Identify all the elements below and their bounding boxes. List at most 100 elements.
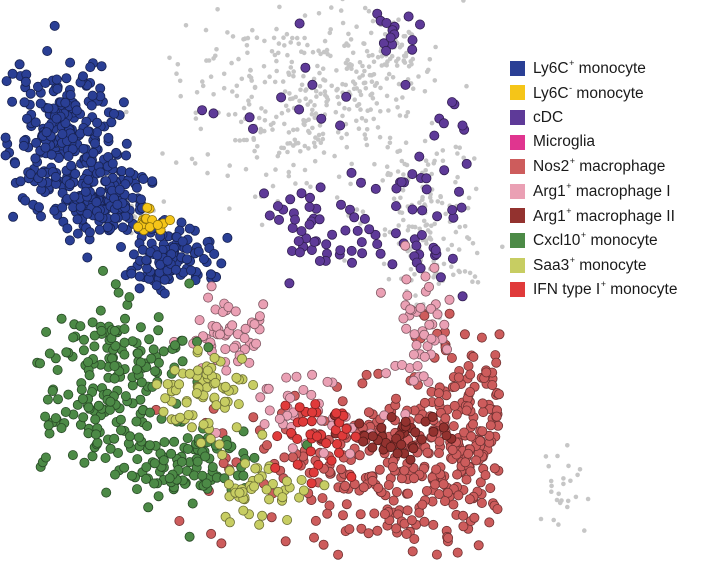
background-point: [549, 489, 554, 495]
data-point: [381, 17, 392, 28]
background-point: [285, 149, 290, 155]
data-point: [272, 431, 283, 442]
data-point: [31, 137, 42, 148]
background-point: [328, 53, 333, 59]
data-point: [72, 228, 83, 239]
data-point: [379, 509, 390, 520]
background-point: [395, 169, 401, 174]
data-point: [374, 464, 385, 475]
background-point: [263, 109, 268, 114]
data-point: [207, 462, 218, 473]
background-point: [403, 140, 409, 145]
background-point: [344, 66, 350, 71]
data-point: [57, 202, 68, 213]
background-point: [225, 173, 230, 179]
background-point: [362, 132, 368, 137]
data-point: [25, 88, 36, 99]
data-point: [446, 97, 457, 108]
data-point: [489, 463, 500, 474]
data-point: [388, 495, 399, 506]
data-point: [51, 113, 62, 124]
background-point: [394, 59, 399, 64]
data-point: [98, 265, 109, 276]
background-point: [449, 242, 455, 248]
data-point: [440, 413, 451, 424]
data-point: [322, 508, 333, 519]
background-point: [227, 206, 232, 211]
background-point: [208, 74, 214, 79]
data-point: [87, 90, 98, 101]
data-point: [386, 412, 397, 423]
data-point: [396, 177, 407, 188]
data-point: [281, 372, 292, 383]
background-point: [350, 50, 356, 56]
background-point: [425, 162, 431, 167]
data-point: [183, 409, 194, 420]
data-point: [359, 213, 370, 224]
data-point: [401, 529, 412, 540]
data-point: [326, 455, 337, 466]
background-point: [432, 221, 438, 227]
background-point: [221, 71, 227, 77]
data-point: [296, 188, 307, 199]
background-point: [401, 59, 407, 64]
data-point: [294, 18, 305, 29]
legend-item: Saa3+ monocyte: [510, 253, 718, 278]
background-point: [360, 209, 366, 214]
data-point: [322, 376, 333, 387]
background-point: [340, 20, 346, 26]
background-point: [386, 71, 392, 77]
data-point: [304, 192, 315, 203]
data-point: [214, 329, 225, 340]
data-point: [331, 408, 342, 419]
legend-swatch: [510, 208, 525, 224]
background-point: [473, 186, 479, 192]
data-point: [392, 448, 403, 459]
background-point: [455, 174, 460, 180]
data-point: [87, 451, 98, 462]
background-point: [296, 41, 302, 47]
data-point: [205, 269, 216, 280]
data-point: [47, 385, 58, 396]
data-point: [304, 219, 315, 230]
legend-item: Arg1+ macrophage I: [510, 179, 718, 204]
background-point: [329, 83, 335, 89]
data-point: [174, 379, 185, 390]
data-point: [217, 449, 228, 460]
background-point: [276, 50, 281, 56]
data-point: [367, 431, 378, 442]
data-point: [181, 397, 192, 408]
background-point: [436, 281, 442, 287]
background-point: [443, 211, 449, 217]
background-point: [314, 94, 319, 99]
data-point: [86, 157, 97, 168]
background-point: [313, 111, 319, 116]
background-point: [291, 162, 296, 168]
data-point: [149, 478, 160, 489]
data-point: [346, 245, 357, 256]
data-point: [411, 240, 422, 251]
background-point: [290, 96, 295, 101]
data-point: [194, 315, 205, 326]
background-point: [234, 83, 240, 89]
background-point: [312, 144, 318, 149]
background-point: [357, 60, 363, 65]
legend-label: cDC: [533, 108, 564, 126]
data-point: [432, 211, 443, 222]
data-point: [116, 241, 127, 252]
data-point: [274, 413, 285, 424]
background-point: [380, 178, 386, 183]
background-point: [378, 85, 383, 91]
background-point: [297, 98, 302, 104]
background-point: [343, 60, 349, 66]
data-point: [76, 384, 87, 395]
data-point: [144, 407, 155, 418]
data-point: [451, 409, 462, 420]
data-point: [254, 519, 265, 530]
data-point: [184, 278, 195, 289]
data-point: [444, 294, 455, 305]
data-point: [346, 257, 357, 268]
data-point: [407, 35, 418, 46]
background-point: [374, 80, 380, 86]
